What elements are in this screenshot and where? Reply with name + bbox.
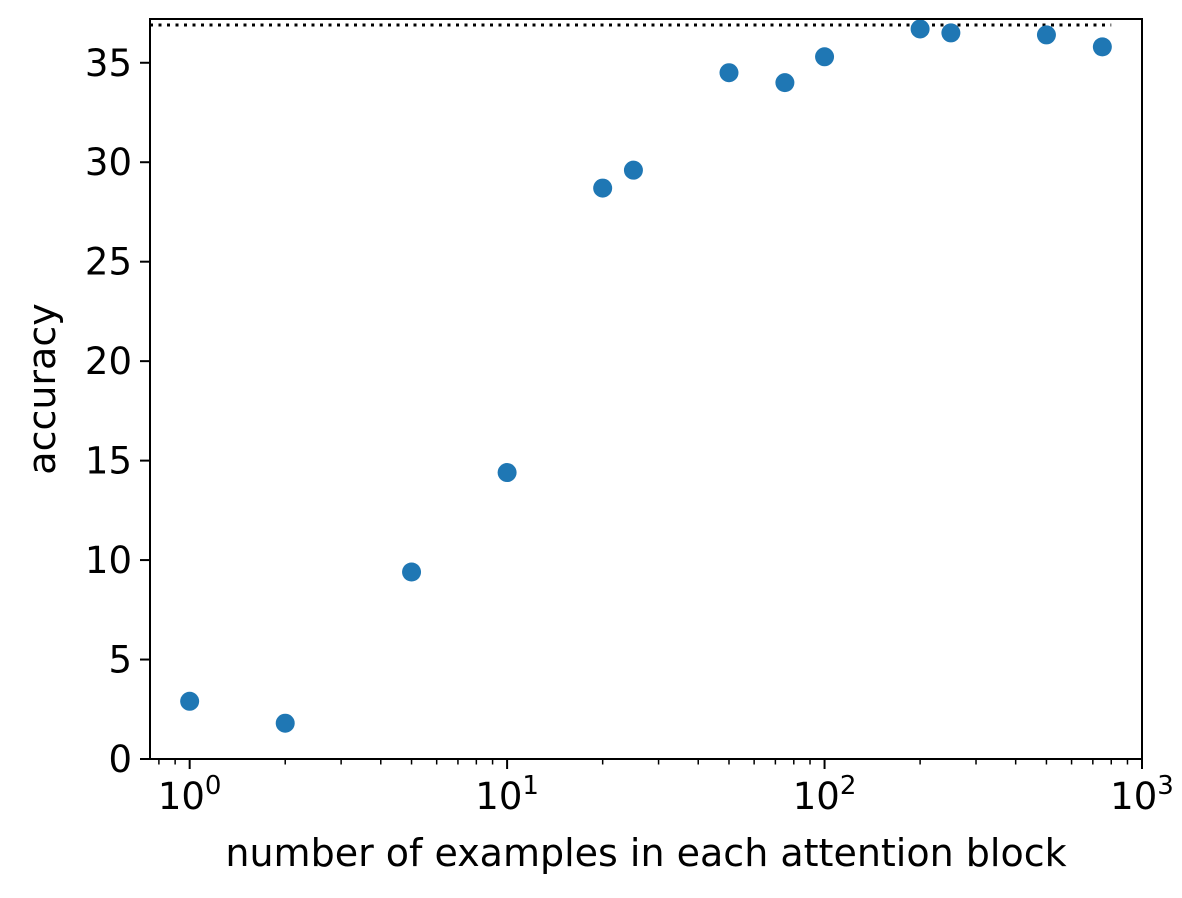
data-point: [497, 463, 517, 483]
y-axis-label: accuracy: [20, 303, 64, 474]
data-point: [402, 562, 422, 582]
data-point: [910, 19, 930, 39]
x-axis-label: number of examples in each attention blo…: [225, 831, 1066, 875]
x-tick-label: 103: [1110, 771, 1174, 818]
data-point: [180, 691, 200, 711]
y-tick-label: 5: [108, 639, 132, 682]
data-point: [775, 73, 795, 93]
y-tick-label: 35: [85, 42, 132, 85]
data-point: [719, 63, 739, 83]
data-point: [275, 713, 295, 733]
data-point: [815, 47, 835, 67]
data-point: [623, 160, 643, 180]
y-tick-label: 15: [85, 440, 132, 483]
data-points-layer: [180, 19, 1112, 733]
y-tick-label: 30: [85, 141, 132, 184]
x-axis-ticks: 100 101 102 103: [158, 759, 1174, 818]
plot-area-frame: [149, 18, 1143, 760]
data-point: [1036, 25, 1056, 45]
y-tick-label: 20: [85, 340, 132, 383]
y-axis-ticks: 0 5 10 15 20 25 30 35: [85, 42, 150, 781]
data-point: [593, 178, 613, 198]
y-tick-label: 25: [85, 241, 132, 284]
y-tick-label: 10: [85, 539, 132, 582]
data-point: [1092, 37, 1112, 57]
y-tick-label: 0: [108, 738, 132, 781]
x-tick-label: 101: [475, 771, 539, 818]
x-tick-label: 100: [158, 771, 222, 818]
data-point: [941, 23, 961, 43]
x-tick-label: 102: [793, 771, 857, 818]
